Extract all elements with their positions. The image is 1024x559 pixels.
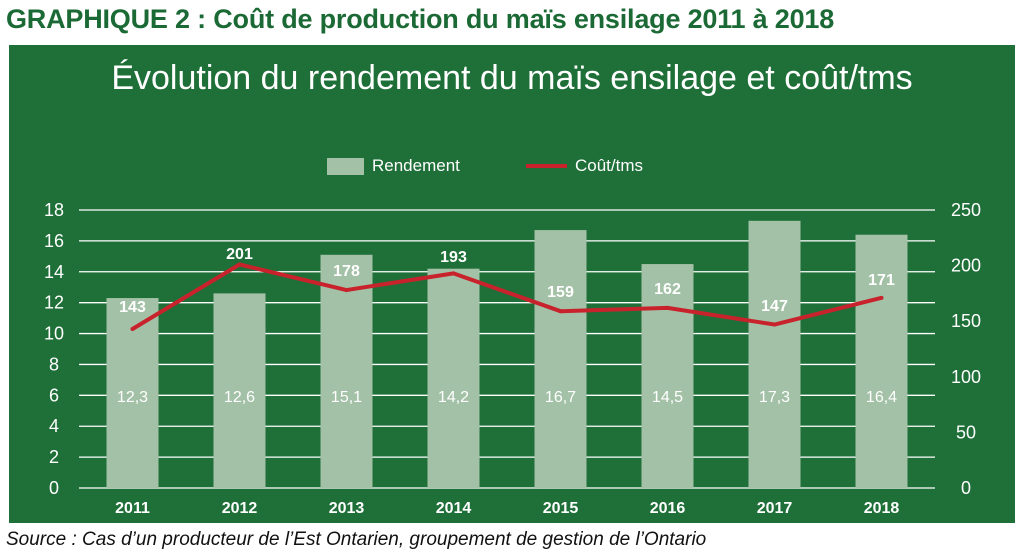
bar-value-label: 12,6 [224, 389, 255, 406]
legend-bar-swatch [327, 157, 364, 175]
cout-point [344, 288, 349, 293]
x-tick-label: 2014 [436, 500, 472, 517]
bar [748, 220, 801, 489]
legend-cout: Coût/tms [526, 155, 643, 177]
source-note: Source : Cas d’un producteur de l’Est On… [6, 529, 707, 550]
y-right-tick-label: 150 [951, 311, 981, 331]
line-value-label: 159 [547, 284, 574, 301]
line-value-label: 147 [761, 298, 788, 315]
x-tick-label: 2013 [329, 500, 365, 517]
y-right-tick-label: 200 [951, 256, 981, 276]
bar [855, 234, 908, 488]
legend-rendement-label: Rendement [372, 156, 460, 175]
y-left-tick-label: 16 [44, 231, 64, 251]
y-left-tick-label: 2 [49, 447, 59, 467]
y-left-tick-label: 18 [44, 200, 64, 220]
bar-value-label: 16,7 [545, 389, 576, 406]
legend-line-swatch [526, 164, 567, 168]
bar [213, 293, 266, 488]
line-value-label: 162 [654, 281, 681, 298]
x-tick-label: 2011 [115, 500, 150, 517]
legend-rendement: Rendement [327, 155, 460, 177]
x-tick-label: 2018 [864, 500, 900, 517]
line-value-label: 201 [226, 246, 253, 263]
cout-point [130, 326, 135, 331]
cout-point [558, 309, 563, 314]
x-tick-label: 2016 [650, 500, 686, 517]
y-right-tick-label: 100 [951, 367, 981, 387]
line-value-label: 193 [440, 249, 467, 266]
y-right-tick-label: 50 [956, 422, 976, 442]
legend-cout-label: Coût/tms [575, 156, 644, 175]
y-left-tick-label: 12 [44, 293, 64, 313]
cout-point [237, 262, 242, 267]
line-value-label: 143 [119, 299, 146, 316]
cout-line [131, 262, 882, 331]
line-value-label: 171 [868, 272, 895, 289]
y-left-tick-label: 8 [49, 354, 59, 374]
y-left-tick-label: 6 [49, 385, 59, 405]
bar [534, 230, 587, 489]
bar-value-label: 16,4 [866, 389, 897, 406]
line-value-label: 178 [333, 263, 360, 280]
y-left-tick-label: 14 [44, 262, 64, 282]
y-left-tick-label: 0 [49, 478, 59, 498]
bar-value-label: 14,2 [438, 389, 469, 406]
bar [427, 268, 480, 488]
cout-point [772, 322, 777, 327]
bar [641, 264, 694, 488]
y-left-tick-label: 10 [44, 324, 64, 344]
chart-panel: Évolution du rendement du maïs ensilage … [9, 45, 1015, 523]
bar-value-label: 14,5 [652, 389, 683, 406]
cout-point [451, 271, 456, 276]
chart-title: Évolution du rendement du maïs ensilage … [111, 59, 913, 97]
x-tick-label: 2017 [757, 500, 793, 517]
graph-title: GRAPHIQUE 2 : Coût de production du maïs… [6, 4, 835, 34]
cout-point [665, 305, 670, 310]
cout-point [879, 295, 884, 300]
bar-value-label: 17,3 [759, 389, 790, 406]
bar [320, 254, 373, 488]
bar-value-label: 15,1 [331, 389, 362, 406]
bar-value-label: 12,3 [117, 389, 148, 406]
y-left-tick-label: 4 [49, 416, 59, 436]
y-right-tick-label: 0 [961, 478, 971, 498]
x-tick-label: 2015 [543, 500, 579, 517]
y-right-tick-label: 250 [951, 200, 981, 220]
x-tick-label: 2012 [222, 500, 258, 517]
